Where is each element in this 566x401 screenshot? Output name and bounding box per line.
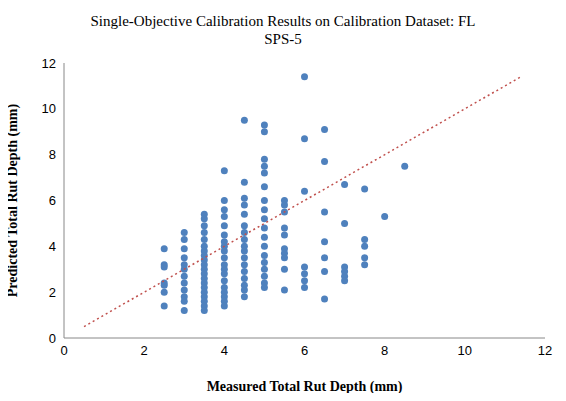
svg-text:6: 6: [301, 343, 308, 358]
svg-text:12: 12: [538, 343, 552, 358]
svg-text:12: 12: [42, 56, 56, 71]
svg-text:2: 2: [49, 285, 56, 300]
svg-text:Measured Total Rut Depth (mm): Measured Total Rut Depth (mm): [207, 379, 403, 393]
svg-text:8: 8: [381, 343, 388, 358]
svg-text:Predicted Total Rut Depth (mm): Predicted Total Rut Depth (mm): [8, 103, 21, 297]
svg-text:0: 0: [60, 343, 67, 358]
svg-text:2: 2: [141, 343, 148, 358]
svg-text:10: 10: [458, 343, 472, 358]
svg-text:0: 0: [49, 331, 56, 346]
svg-text:6: 6: [49, 193, 56, 208]
svg-text:10: 10: [42, 101, 56, 116]
html-text:SPS-5: SPS-5: [264, 31, 302, 47]
svg-text:4: 4: [49, 239, 56, 254]
svg-text:4: 4: [221, 343, 228, 358]
html-text:Single-Objective Calibration R: Single-Objective Calibration Results on …: [90, 13, 476, 29]
svg-text:8: 8: [49, 147, 56, 162]
